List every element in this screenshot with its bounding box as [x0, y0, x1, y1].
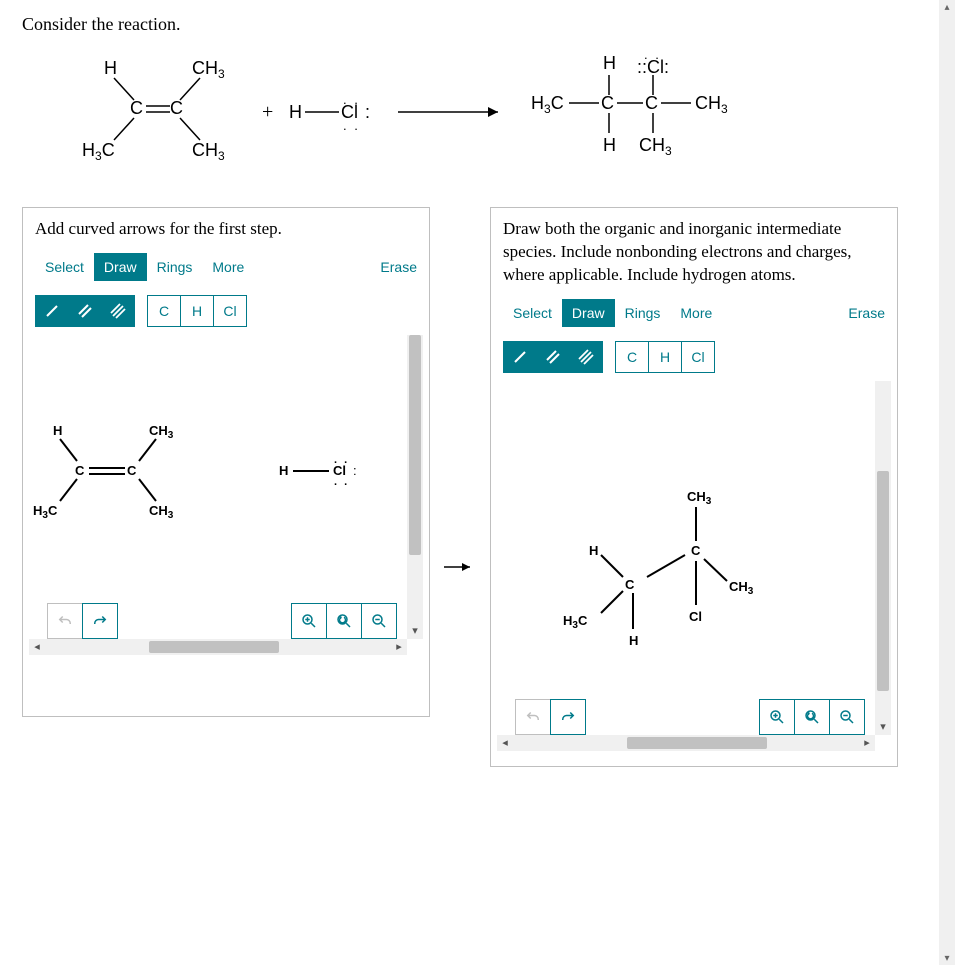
bond-single[interactable] [35, 295, 69, 327]
panel-a-title: Add curved arrows for the first step. [23, 208, 429, 249]
zoom-reset-button[interactable] [326, 603, 362, 639]
redo-button[interactable] [550, 699, 586, 735]
panel-b-canvas[interactable]: CH3 H C C CH3 H3C Cl H [497, 381, 891, 751]
svg-text:C: C [625, 577, 635, 592]
svg-text:CH3: CH3 [687, 489, 712, 507]
reactant-2: H . . Cl : . . [283, 82, 393, 142]
erase-button[interactable]: Erase [380, 259, 417, 275]
svg-text:C: C [601, 93, 614, 113]
tab-select[interactable]: Select [503, 299, 562, 327]
panel-a-toolbar2: C H Cl [23, 285, 429, 335]
atom-h[interactable]: H [180, 295, 214, 327]
svg-text:CH3: CH3 [149, 503, 174, 521]
svg-text:C: C [691, 543, 701, 558]
vertical-scrollbar[interactable]: ▾ [875, 381, 891, 735]
zoom-in-button[interactable] [759, 699, 795, 735]
svg-text::: : [353, 463, 357, 478]
svg-text:C: C [645, 93, 658, 113]
panel-a-canvas[interactable]: H CH3 C C H3C CH3 H . . Cl : [29, 335, 423, 655]
atom-h[interactable]: H [648, 341, 682, 373]
horizontal-scrollbar[interactable]: ◂ ▸ [497, 735, 875, 751]
atom-cl[interactable]: Cl [213, 295, 247, 327]
svg-text:::Cl:: ::Cl: [637, 57, 669, 77]
undo-button[interactable] [47, 603, 83, 639]
scroll-left-icon[interactable]: ◂ [497, 735, 513, 751]
plus-sign: + [252, 101, 283, 124]
svg-text:H: H [589, 543, 598, 558]
product: H . . ::Cl: H3C C C CH3 H CH3 [513, 47, 753, 177]
vertical-scrollbar[interactable]: ▾ [407, 335, 423, 639]
scroll-left-icon[interactable]: ◂ [29, 639, 45, 655]
scroll-right-icon[interactable]: ▸ [859, 735, 875, 751]
svg-text:C: C [75, 463, 85, 478]
svg-text:. .: . . [334, 476, 349, 488]
svg-text:CH3: CH3 [695, 93, 728, 116]
svg-text:H: H [603, 53, 616, 73]
zoom-reset-button[interactable] [794, 699, 830, 735]
svg-text:H3C: H3C [33, 503, 58, 521]
panel-first-step: Add curved arrows for the first step. Se… [22, 207, 430, 717]
zoom-in-button[interactable] [291, 603, 327, 639]
tab-more[interactable]: More [202, 253, 254, 281]
tab-select[interactable]: Select [35, 253, 94, 281]
svg-text:H3C: H3C [563, 613, 588, 631]
bond-triple[interactable] [101, 295, 135, 327]
panel-b-title: Draw both the organic and inorganic inte… [491, 208, 897, 295]
page-scrollbar[interactable]: ▴ ▾ [939, 0, 955, 965]
tab-draw[interactable]: Draw [562, 299, 615, 327]
svg-text:H3C: H3C [531, 93, 564, 116]
svg-text:C: C [127, 463, 137, 478]
svg-text:H: H [104, 58, 117, 78]
svg-text:H: H [289, 102, 302, 122]
redo-button[interactable] [82, 603, 118, 639]
atom-c[interactable]: C [147, 295, 181, 327]
bond-double[interactable] [536, 341, 570, 373]
panel-b-toolbar2: C H Cl [491, 331, 897, 381]
tab-rings[interactable]: Rings [615, 299, 671, 327]
scroll-up-icon[interactable]: ▴ [939, 0, 955, 14]
scroll-down-icon[interactable]: ▾ [875, 719, 891, 735]
tab-rings[interactable]: Rings [147, 253, 203, 281]
scroll-right-icon[interactable]: ▸ [391, 639, 407, 655]
scroll-down-icon[interactable]: ▾ [407, 623, 423, 639]
between-panels-arrow [430, 557, 490, 577]
prompt-title: Consider the reaction. [22, 14, 933, 35]
svg-text:C: C [170, 98, 183, 118]
svg-text:CH3: CH3 [192, 58, 225, 81]
scroll-down-icon[interactable]: ▾ [939, 951, 955, 965]
molecule-drawing-b: CH3 H C C CH3 H3C Cl H [497, 381, 877, 731]
svg-text:. .: . . [343, 118, 360, 133]
svg-text:H3C: H3C [82, 140, 115, 163]
svg-text:CH3: CH3 [149, 423, 174, 441]
zoom-out-button[interactable] [829, 699, 865, 735]
zoom-out-button[interactable] [361, 603, 397, 639]
horizontal-scrollbar[interactable]: ◂ ▸ [29, 639, 407, 655]
svg-text:H: H [53, 423, 62, 438]
reaction-arrow [393, 97, 513, 127]
svg-text:C: C [130, 98, 143, 118]
bond-triple[interactable] [569, 341, 603, 373]
svg-text:CH3: CH3 [192, 140, 225, 163]
svg-text:CH3: CH3 [639, 135, 672, 158]
molecule-drawing-a: H CH3 C C H3C CH3 H . . Cl : [29, 335, 399, 635]
panel-intermediates: Draw both the organic and inorganic inte… [490, 207, 898, 767]
atom-c[interactable]: C [615, 341, 649, 373]
panel-a-toolbar1: Select Draw Rings More Erase [23, 249, 429, 285]
svg-text::: : [365, 102, 370, 122]
bond-double[interactable] [68, 295, 102, 327]
erase-button[interactable]: Erase [848, 305, 885, 321]
bond-single[interactable] [503, 341, 537, 373]
svg-text:H: H [279, 463, 288, 478]
tab-draw[interactable]: Draw [94, 253, 147, 281]
undo-button[interactable] [515, 699, 551, 735]
tab-more[interactable]: More [670, 299, 722, 327]
reactant-1: H CH3 C C H3C CH3 [72, 52, 252, 172]
svg-text:Cl: Cl [689, 609, 702, 624]
atom-cl[interactable]: Cl [681, 341, 715, 373]
svg-text:CH3: CH3 [729, 579, 754, 597]
svg-text:H: H [629, 633, 638, 648]
svg-text:H: H [603, 135, 616, 155]
panel-b-toolbar1: Select Draw Rings More Erase [491, 295, 897, 331]
reaction-scheme: H CH3 C C H3C CH3 + H . . Cl : . . [22, 47, 933, 207]
